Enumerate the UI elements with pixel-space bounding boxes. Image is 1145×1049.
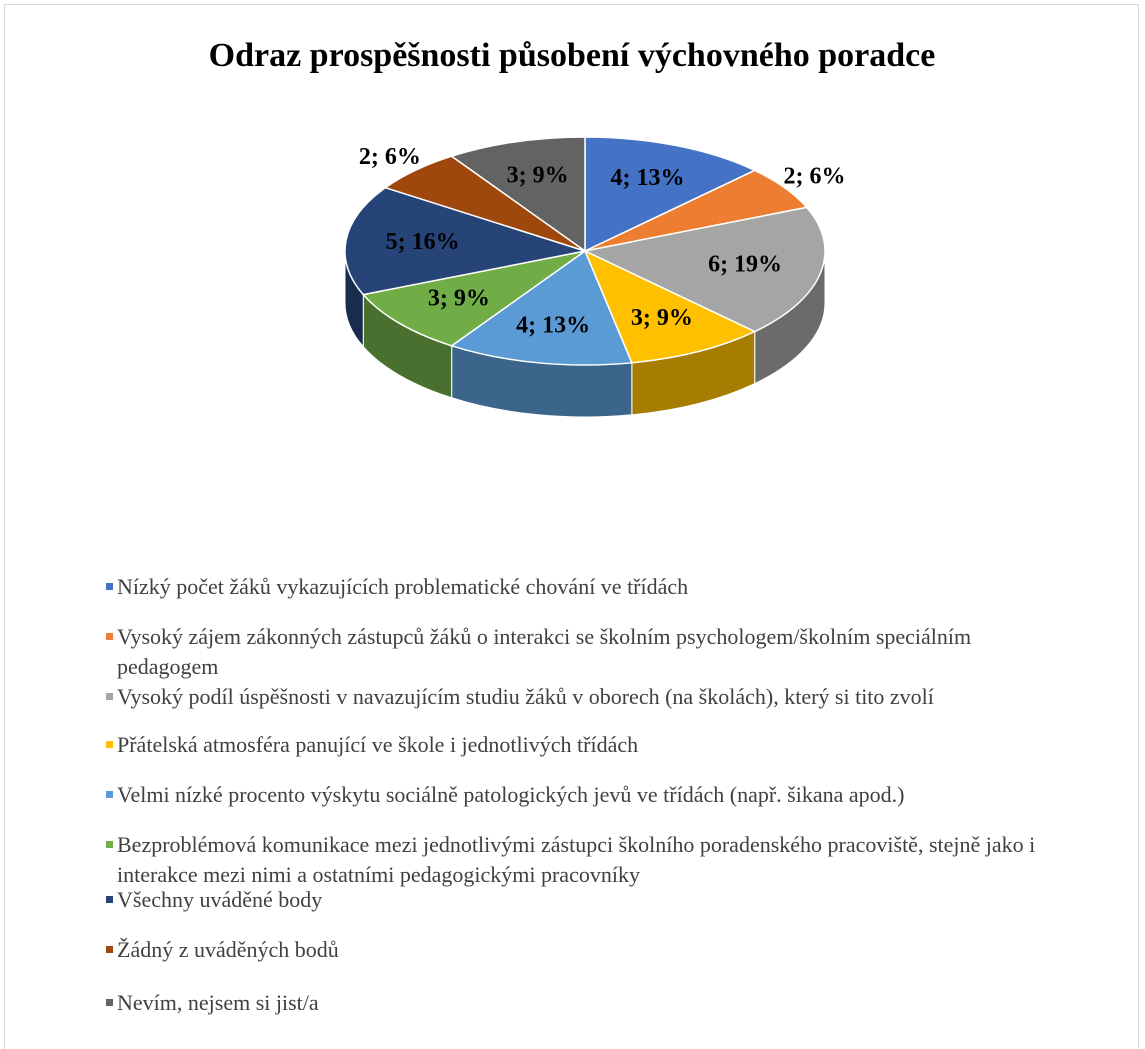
legend-item: Přátelská atmosféra panující ve škole i … [106, 730, 1036, 760]
legend-swatch [106, 946, 113, 953]
data-label: 6; 19% [708, 252, 782, 278]
legend-item: Velmi nízké procento výskytu sociálně pa… [106, 780, 1036, 810]
legend-label: Nevím, nejsem si jist/a [117, 990, 319, 1015]
legend-label: Vysoký podíl úspěšnosti v navazujícím st… [117, 684, 934, 709]
legend-item: Všechny uváděné body [106, 885, 1036, 915]
legend-label: Vysoký zájem zákonných zástupců žáků o i… [117, 624, 972, 679]
slice [583, 249, 757, 364]
legend-item: Nevím, nejsem si jist/a [106, 988, 1036, 1018]
legend-label: Bezproblémová komunikace mezi jednotlivý… [117, 832, 1036, 887]
legend-item: Vysoký zájem zákonných zástupců žáků o i… [106, 622, 1036, 682]
legend-swatch [106, 583, 113, 590]
data-label: 3; 9% [631, 305, 693, 331]
slice [344, 186, 586, 296]
slice [450, 249, 633, 366]
legend-swatch [106, 999, 113, 1006]
data-label: 2; 6% [359, 144, 421, 170]
legend-swatch [106, 896, 113, 903]
data-label: 3; 9% [507, 162, 569, 188]
data-label: 3; 9% [428, 286, 490, 312]
legend-label: Přátelská atmosféra panující ve škole i … [117, 732, 639, 757]
legend-item: Bezproblémová komunikace mezi jednotlivý… [106, 830, 1036, 890]
legend-swatch [106, 791, 113, 798]
chart-frame [4, 4, 1139, 1049]
legend-item: Nízký počet žáků vykazujících problemati… [106, 572, 1036, 602]
legend-item: Žádný z uváděných bodů [106, 935, 1036, 965]
legend-swatch [106, 693, 113, 700]
data-label: 4; 13% [610, 165, 684, 191]
legend-label: Žádný z uváděných bodů [117, 937, 339, 962]
legend-label: Velmi nízké procento výskytu sociálně pa… [117, 782, 905, 807]
slice [584, 136, 757, 253]
chart-title: Odraz prospěšnosti působení výchovného p… [209, 37, 936, 74]
legend-swatch [106, 741, 113, 748]
legend-swatch [106, 841, 113, 848]
legend-item: Vysoký podíl úspěšnosti v navazujícím st… [106, 682, 1036, 712]
slice [450, 136, 586, 253]
legend-label: Všechny uváděné body [117, 887, 323, 912]
slice [361, 250, 586, 347]
data-label: 2; 6% [783, 164, 845, 190]
legend-swatch [106, 633, 113, 640]
legend-label: Nízký počet žáků vykazujících problemati… [117, 574, 689, 599]
data-label: 4; 13% [516, 313, 590, 339]
data-label: 5; 16% [386, 229, 460, 255]
slice [582, 206, 826, 333]
